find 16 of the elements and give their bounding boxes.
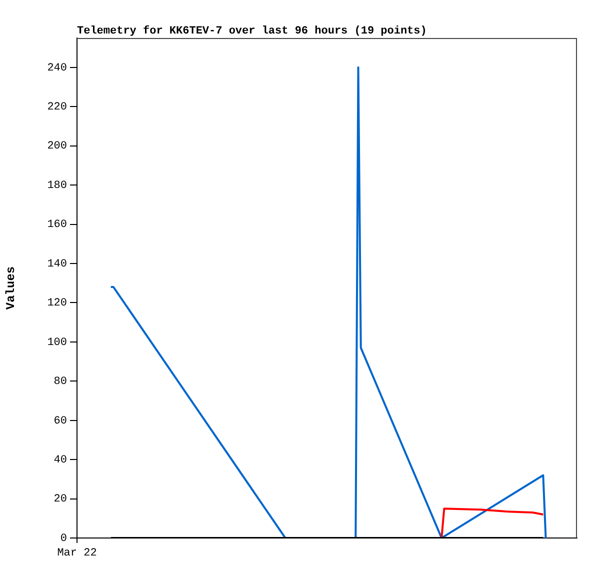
- y-tick-label: 140: [47, 258, 67, 270]
- y-tick-label: 20: [54, 494, 67, 506]
- chart-title: Telemetry for KK6TEV-7 over last 96 hours (19 points): [77, 24, 427, 38]
- x-tick-label: Mar 22: [57, 548, 97, 560]
- y-tick-label: 40: [54, 454, 67, 466]
- y-tick-label: 240: [47, 62, 67, 74]
- y-tick-label: 100: [47, 336, 67, 349]
- y-tick-label: 60: [54, 415, 67, 428]
- y-tick-label: 180: [47, 180, 67, 192]
- y-tick-label: 220: [47, 102, 67, 114]
- y-tick-label: 80: [54, 376, 67, 388]
- y-tick-label: 120: [47, 298, 67, 310]
- y-tick-label: 200: [47, 140, 67, 153]
- y-tick-label: 0: [60, 532, 67, 545]
- y-axis-title: Values: [4, 266, 18, 310]
- y-tick-label: 160: [47, 219, 67, 232]
